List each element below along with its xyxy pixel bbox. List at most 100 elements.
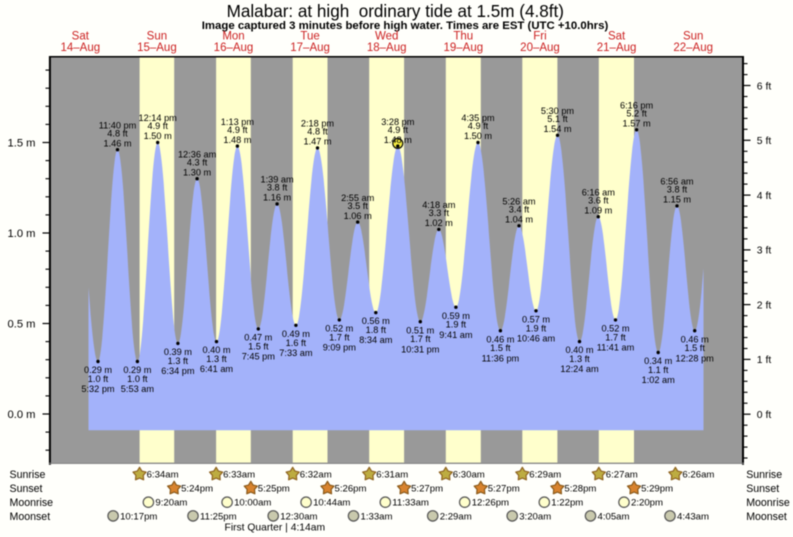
svg-text:4.9 ft: 4.9 ft bbox=[388, 125, 409, 135]
svg-text:Malabar: at high ordinary tid: Malabar: at high ordinary tide at 1.5m (… bbox=[227, 2, 564, 21]
svg-text:0.29 m: 0.29 m bbox=[84, 365, 112, 375]
svg-text:1.7 ft: 1.7 ft bbox=[605, 332, 626, 342]
svg-text:5:24pm: 5:24pm bbox=[181, 484, 213, 495]
svg-text:6 ft: 6 ft bbox=[757, 81, 772, 92]
svg-text:2 ft: 2 ft bbox=[757, 300, 772, 311]
svg-text:1:33am: 1:33am bbox=[361, 511, 393, 522]
svg-text:2:18 pm: 2:18 pm bbox=[301, 119, 335, 129]
svg-text:4:18 am: 4:18 am bbox=[422, 200, 456, 210]
svg-text:Sunrise: Sunrise bbox=[10, 469, 46, 481]
svg-text:3.8 ft: 3.8 ft bbox=[267, 183, 288, 193]
svg-text:22–Aug: 22–Aug bbox=[673, 42, 713, 54]
svg-text:3 ft: 3 ft bbox=[757, 246, 772, 257]
svg-text:1:02 am: 1:02 am bbox=[642, 375, 676, 385]
svg-text:18–Aug: 18–Aug bbox=[367, 42, 407, 54]
svg-text:0.39 m: 0.39 m bbox=[164, 347, 192, 357]
svg-text:3.8 ft: 3.8 ft bbox=[667, 185, 688, 195]
svg-text:10:46 am: 10:46 am bbox=[517, 333, 556, 343]
svg-text:4:05am: 4:05am bbox=[598, 511, 630, 522]
svg-text:2:20pm: 2:20pm bbox=[631, 498, 663, 509]
svg-text:1:22pm: 1:22pm bbox=[551, 498, 583, 509]
svg-text:1.0 ft: 1.0 ft bbox=[88, 374, 109, 384]
svg-text:1.3 ft: 1.3 ft bbox=[168, 356, 189, 366]
svg-text:1.7 ft: 1.7 ft bbox=[410, 334, 431, 344]
svg-text:0.52 m: 0.52 m bbox=[601, 324, 629, 334]
svg-text:1.9 ft: 1.9 ft bbox=[526, 323, 547, 333]
svg-text:10:00am: 10:00am bbox=[234, 498, 271, 509]
svg-text:5:26pm: 5:26pm bbox=[335, 484, 367, 495]
svg-text:1.54 m: 1.54 m bbox=[543, 124, 571, 134]
svg-text:11:25pm: 11:25pm bbox=[200, 511, 237, 522]
svg-text:Sun: Sun bbox=[683, 31, 703, 43]
svg-text:21–Aug: 21–Aug bbox=[597, 42, 637, 54]
svg-text:10:31 pm: 10:31 pm bbox=[401, 344, 440, 354]
svg-text:1.46 m: 1.46 m bbox=[103, 138, 131, 148]
svg-text:1.47 m: 1.47 m bbox=[303, 137, 331, 147]
svg-text:Tue: Tue bbox=[300, 31, 319, 43]
svg-text:1.5 m: 1.5 m bbox=[8, 138, 36, 150]
svg-text:Moonset: Moonset bbox=[10, 511, 51, 523]
svg-text:6:31am: 6:31am bbox=[376, 470, 408, 481]
svg-text:0.40 m: 0.40 m bbox=[565, 345, 593, 355]
svg-text:1:39 am: 1:39 am bbox=[260, 175, 294, 185]
svg-text:12:14 pm: 12:14 pm bbox=[139, 113, 178, 123]
svg-text:0.47 m: 0.47 m bbox=[244, 333, 272, 343]
svg-text:5:30 pm: 5:30 pm bbox=[541, 106, 575, 116]
svg-text:Fri: Fri bbox=[533, 31, 546, 43]
svg-text:12:26pm: 12:26pm bbox=[472, 498, 509, 509]
svg-text:4.9 ft: 4.9 ft bbox=[468, 121, 489, 131]
svg-text:1 ft: 1 ft bbox=[757, 355, 772, 366]
svg-text:8:34 am: 8:34 am bbox=[359, 335, 393, 345]
svg-text:0.59 m: 0.59 m bbox=[442, 311, 470, 321]
svg-text:Image captured 3 minutes befor: Image captured 3 minutes before high wat… bbox=[202, 20, 609, 32]
svg-text:0.56 m: 0.56 m bbox=[362, 316, 390, 326]
svg-text:6:27am: 6:27am bbox=[606, 470, 638, 481]
svg-text:4 ft: 4 ft bbox=[757, 191, 772, 202]
svg-text:0.51 m: 0.51 m bbox=[406, 325, 434, 335]
svg-text:4.8 ft: 4.8 ft bbox=[107, 128, 128, 138]
svg-text:7:33 am: 7:33 am bbox=[279, 348, 313, 358]
svg-text:5:29pm: 5:29pm bbox=[641, 484, 673, 495]
svg-text:1.0 m: 1.0 m bbox=[8, 228, 36, 240]
svg-text:5:27pm: 5:27pm bbox=[411, 484, 443, 495]
svg-text:1.1 ft: 1.1 ft bbox=[648, 365, 669, 375]
svg-text:12:36 am: 12:36 am bbox=[178, 149, 217, 159]
svg-text:3.3 ft: 3.3 ft bbox=[429, 208, 450, 218]
svg-text:5:32 pm: 5:32 pm bbox=[81, 384, 115, 394]
svg-text:11:41 am: 11:41 am bbox=[597, 343, 635, 353]
svg-text:1.30 m: 1.30 m bbox=[183, 167, 211, 177]
svg-text:6:26am: 6:26am bbox=[682, 470, 714, 481]
svg-text:1.48 m: 1.48 m bbox=[384, 135, 412, 145]
svg-text:6:34 pm: 6:34 pm bbox=[161, 366, 195, 376]
svg-text:15–Aug: 15–Aug bbox=[137, 42, 177, 54]
svg-text:12:28 pm: 12:28 pm bbox=[676, 353, 715, 363]
svg-text:Moonset: Moonset bbox=[746, 511, 787, 523]
svg-text:0 ft: 0 ft bbox=[757, 410, 772, 421]
svg-text:Moonrise: Moonrise bbox=[10, 497, 54, 509]
svg-text:10:44am: 10:44am bbox=[313, 498, 350, 509]
svg-text:4:43am: 4:43am bbox=[677, 511, 709, 522]
svg-text:16–Aug: 16–Aug bbox=[214, 42, 254, 54]
svg-text:6:41 am: 6:41 am bbox=[200, 364, 234, 374]
svg-text:9:20am: 9:20am bbox=[155, 498, 187, 509]
svg-text:4.3 ft: 4.3 ft bbox=[187, 157, 208, 167]
svg-text:4.9 ft: 4.9 ft bbox=[227, 125, 248, 135]
svg-text:Mon: Mon bbox=[222, 31, 244, 43]
svg-text:Wed: Wed bbox=[375, 31, 398, 43]
svg-text:Sat: Sat bbox=[608, 31, 626, 43]
svg-text:1.50 m: 1.50 m bbox=[464, 131, 492, 141]
svg-text:5:28pm: 5:28pm bbox=[564, 484, 596, 495]
svg-text:2:29am: 2:29am bbox=[440, 511, 472, 522]
svg-text:1.04 m: 1.04 m bbox=[505, 215, 533, 225]
svg-text:1.5 ft: 1.5 ft bbox=[684, 343, 705, 353]
svg-text:3.6 ft: 3.6 ft bbox=[588, 195, 609, 205]
svg-text:1.48 m: 1.48 m bbox=[223, 135, 251, 145]
svg-text:9:09 pm: 9:09 pm bbox=[323, 343, 357, 353]
svg-text:2:55 am: 2:55 am bbox=[341, 193, 375, 203]
svg-text:9:41 am: 9:41 am bbox=[439, 330, 473, 340]
svg-text:0.0 m: 0.0 m bbox=[8, 409, 36, 421]
svg-text:5:25pm: 5:25pm bbox=[258, 484, 290, 495]
svg-text:0.29 m: 0.29 m bbox=[123, 365, 151, 375]
svg-text:Moonrise: Moonrise bbox=[746, 497, 790, 509]
svg-text:20–Aug: 20–Aug bbox=[520, 42, 560, 54]
